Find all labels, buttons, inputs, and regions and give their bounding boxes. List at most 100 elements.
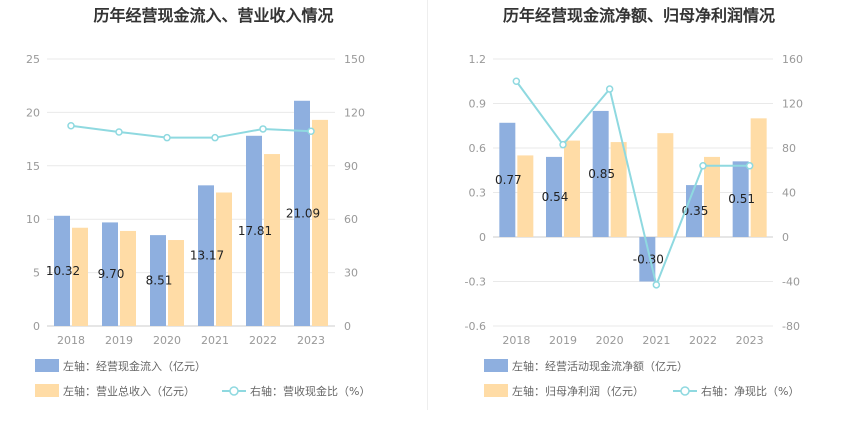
left-axis-tick: 0.3 (469, 187, 487, 200)
ratio-point (307, 127, 315, 136)
left-axis-tick: 25 (26, 53, 40, 66)
right-axis-tick: -40 (782, 276, 800, 289)
legend-label-secondary: 左轴：归母净利润（亿元） (512, 384, 644, 398)
legend-swatch-primary (484, 359, 508, 372)
left-axis-tick: 5 (33, 267, 40, 280)
bar-secondary (750, 118, 767, 237)
legend-label-secondary: 左轴：营业总收入（亿元） (63, 384, 195, 398)
left-axis-tick: 20 (26, 106, 40, 119)
legend-label-primary: 左轴：经营活动现金流净额（亿元） (512, 359, 688, 373)
x-axis-tick: 2019 (549, 334, 577, 347)
x-axis-tick: 2020 (153, 334, 181, 347)
bar-primary (732, 161, 749, 237)
ratio-point (605, 85, 614, 93)
bar-secondary (216, 192, 232, 326)
x-axis-tick: 2023 (297, 334, 325, 347)
bar-primary (546, 156, 562, 237)
x-axis-tick: 2019 (105, 334, 133, 347)
legend-swatch-line-marker (229, 386, 239, 396)
legend-label-line: 右轴：净现比（%） (701, 384, 799, 398)
right-axis-tick: 30 (344, 267, 358, 280)
ratio-point (115, 128, 123, 136)
right-axis-tick: 0 (782, 231, 789, 244)
legend-swatch-secondary (484, 384, 508, 397)
left-axis-tick: 15 (26, 160, 40, 173)
right-axis-tick: 150 (344, 53, 365, 66)
bar-data-label: 0.51 (728, 192, 755, 206)
right-axis-tick: 40 (782, 187, 796, 200)
ratio-point (745, 162, 754, 170)
bar-primary (198, 185, 214, 326)
bar-data-label: 0.54 (542, 190, 569, 204)
bar-secondary (168, 240, 184, 326)
right-axis-tick: 160 (782, 53, 803, 66)
bar-data-label: 9.70 (98, 267, 125, 281)
bar-secondary (517, 155, 534, 237)
ratio-point (699, 162, 707, 170)
bar-primary (499, 122, 516, 237)
legend-label-line: 右轴：营收现金比（%） (250, 384, 370, 398)
bar-secondary (264, 154, 280, 326)
chart-title-left: 历年经营现金流入、营业收入情况 (93, 6, 334, 25)
bar-primary (150, 235, 166, 326)
bar-secondary (657, 133, 674, 237)
bar-secondary (120, 230, 136, 326)
ratio-line (70, 124, 312, 139)
right-axis-tick: 80 (782, 142, 796, 155)
bar-data-label: 13.17 (190, 249, 224, 263)
bar-primary (54, 215, 70, 326)
right-axis-tick: 0 (344, 320, 351, 333)
bar-data-label: -0.30 (633, 252, 664, 266)
bar-secondary (610, 142, 627, 237)
ratio-point (259, 125, 267, 133)
x-axis-tick: 2021 (642, 334, 670, 347)
ratio-point (67, 122, 75, 130)
bar-data-label: 21.09 (286, 206, 320, 220)
legend-swatch-primary (35, 359, 59, 372)
bar-secondary (564, 140, 580, 237)
x-axis-tick: 2022 (689, 334, 717, 347)
bar-data-label: 8.51 (146, 274, 173, 288)
x-axis-tick: 2023 (736, 334, 764, 347)
right-axis-tick: 120 (344, 106, 365, 119)
bar-secondary (704, 156, 720, 237)
ratio-point (559, 140, 567, 149)
bar-secondary (312, 119, 328, 326)
ratio-line (515, 80, 750, 289)
legend-swatch-line-marker (680, 386, 690, 396)
x-axis-tick: 2020 (596, 334, 624, 347)
left-axis-tick: -0.3 (465, 276, 486, 289)
left-axis-tick: 0.9 (469, 98, 487, 111)
bar-data-label: 17.81 (238, 224, 272, 238)
bar-data-label: 10.32 (46, 264, 80, 278)
right-axis-tick: 90 (344, 160, 358, 173)
left-axis-tick: 10 (26, 213, 40, 226)
bar-data-label: 0.35 (682, 204, 709, 218)
bar-data-label: 0.85 (588, 167, 615, 181)
right-axis-tick: -80 (782, 320, 800, 333)
left-axis-tick: 0 (33, 320, 40, 333)
bar-primary (246, 135, 262, 326)
ratio-point (163, 133, 171, 142)
bar-primary (102, 222, 118, 326)
right-axis-tick: 120 (782, 98, 803, 111)
x-axis-tick: 2018 (57, 334, 85, 347)
x-axis-tick: 2021 (201, 334, 229, 347)
bar-data-label: 0.77 (495, 173, 522, 187)
left-axis-tick: 1.2 (469, 53, 487, 66)
x-axis-tick: 2022 (249, 334, 277, 347)
ratio-point (652, 281, 661, 289)
bar-primary (592, 110, 609, 237)
bar-primary (294, 100, 310, 327)
ratio-point (211, 133, 219, 142)
panel-divider (427, 0, 428, 410)
legend-label-primary: 左轴：经营现金流入（亿元） (63, 359, 206, 373)
ratio-point (512, 77, 521, 85)
x-axis-tick: 2018 (502, 334, 530, 347)
left-axis-tick: -0.6 (465, 320, 486, 333)
left-axis-tick: 0.6 (469, 142, 487, 155)
legend-swatch-secondary (35, 384, 59, 397)
chart-title-right: 历年经营现金流净额、归母净利润情况 (502, 6, 775, 25)
